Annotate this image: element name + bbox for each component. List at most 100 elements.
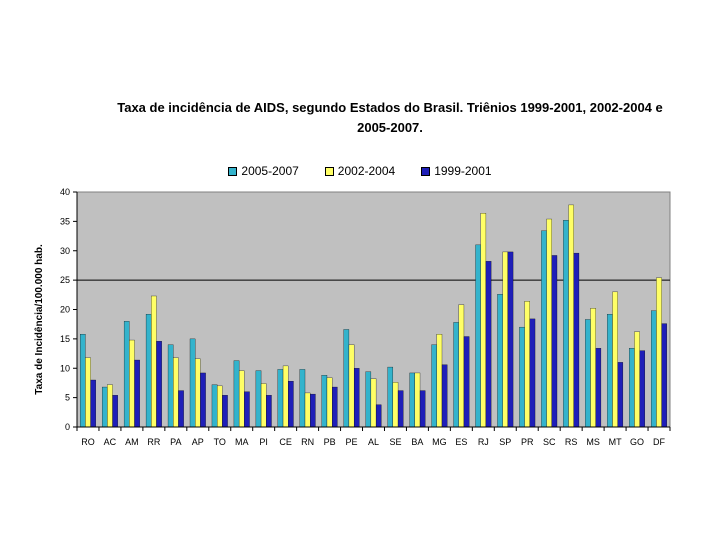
bar xyxy=(441,364,448,428)
bar xyxy=(458,304,465,428)
legend-label: 1999-2001 xyxy=(434,164,492,178)
x-tick-label: PA xyxy=(170,437,181,447)
bar xyxy=(661,323,667,428)
bar xyxy=(85,357,91,428)
x-tick-label: SP xyxy=(499,437,511,447)
y-tick-label: 15 xyxy=(60,334,70,344)
x-tick-label: PB xyxy=(324,437,336,447)
x-tick-label: PI xyxy=(259,437,268,447)
bar xyxy=(431,344,437,428)
y-axis-label: Taxa de Incidência/100.000 hab. xyxy=(34,244,45,395)
bar xyxy=(107,384,113,428)
bar xyxy=(101,386,108,428)
y-tick-label: 30 xyxy=(60,246,70,256)
bar xyxy=(277,369,284,428)
bar xyxy=(200,372,206,428)
bar xyxy=(80,334,86,428)
y-tick-label: 40 xyxy=(60,187,70,197)
bar xyxy=(129,339,135,428)
bar xyxy=(595,348,602,428)
bar xyxy=(573,252,580,428)
bar xyxy=(326,377,333,428)
bar xyxy=(304,392,311,428)
bar xyxy=(546,218,552,428)
bar xyxy=(634,331,640,428)
x-tick-label: MT xyxy=(609,437,622,447)
bar xyxy=(414,372,421,428)
bar xyxy=(260,383,267,428)
bar xyxy=(233,360,240,428)
bar xyxy=(348,344,355,428)
bar xyxy=(551,255,558,428)
legend-item-2005-2007: 2005-2007 xyxy=(228,164,299,178)
bar xyxy=(463,336,470,428)
x-tick-label: AL xyxy=(368,437,379,447)
bar xyxy=(255,370,262,428)
bar xyxy=(353,368,360,428)
bar xyxy=(419,390,426,428)
y-tick-label: 10 xyxy=(60,363,70,373)
bar xyxy=(507,251,514,428)
bar xyxy=(244,391,250,428)
legend-item-2002-2004: 2002-2004 xyxy=(324,164,396,178)
bar xyxy=(238,370,245,428)
bar xyxy=(178,390,184,428)
legend-label: 2002-2004 xyxy=(337,164,396,178)
bar xyxy=(123,321,130,428)
bar xyxy=(222,395,228,428)
x-tick-label: DF xyxy=(653,437,665,447)
bar xyxy=(365,371,372,428)
bar xyxy=(189,338,196,428)
x-tick-label: SC xyxy=(543,437,556,447)
x-tick-label: MG xyxy=(432,437,447,447)
y-tick-label: 35 xyxy=(60,216,70,226)
x-tick-label: RN xyxy=(301,437,314,447)
y-tick-label: 25 xyxy=(60,275,70,285)
x-tick-label: RS xyxy=(565,437,578,447)
bar xyxy=(112,395,118,428)
x-tick-label: PE xyxy=(346,437,358,447)
bar xyxy=(156,341,162,428)
x-tick-label: CE xyxy=(279,437,292,447)
bar xyxy=(409,372,415,428)
bar xyxy=(590,308,596,428)
chart-title-line-1: Taxa de incidência de AIDS, segundo Esta… xyxy=(117,100,663,115)
bar xyxy=(502,251,509,428)
x-tick-label: BA xyxy=(411,437,423,447)
bar xyxy=(375,404,382,428)
x-tick-label: AC xyxy=(104,437,117,447)
x-tick-label: PR xyxy=(521,437,534,447)
bar xyxy=(332,386,338,428)
x-tick-label: RJ xyxy=(478,437,489,447)
bar xyxy=(607,314,613,428)
bar xyxy=(167,344,174,428)
bar xyxy=(217,385,223,428)
bar xyxy=(651,310,657,428)
bar xyxy=(299,369,306,428)
bar xyxy=(568,204,574,428)
bar xyxy=(282,365,289,428)
bar xyxy=(541,230,547,428)
bar xyxy=(563,220,569,428)
x-tick-label: ES xyxy=(455,437,467,447)
bar xyxy=(90,379,96,428)
legend: 2005-2007 2002-2004 1999-2001 xyxy=(0,164,720,178)
x-tick-label: MS xyxy=(586,437,600,447)
bar xyxy=(656,277,662,428)
chart-title-line-2: 2005-2007. xyxy=(357,120,423,135)
bar xyxy=(321,375,328,428)
bar xyxy=(343,329,350,428)
x-tick-label: TO xyxy=(214,437,226,447)
bar xyxy=(497,294,503,428)
bar xyxy=(392,382,399,428)
bar xyxy=(195,358,201,428)
legend-label: 2005-2007 xyxy=(241,164,299,178)
x-tick-label: RR xyxy=(147,437,160,447)
bar xyxy=(288,381,294,428)
y-tick-label: 20 xyxy=(60,305,70,315)
bar xyxy=(529,318,536,428)
bar xyxy=(585,319,591,428)
bar xyxy=(370,378,377,428)
bar xyxy=(524,301,530,428)
legend-item-1999-2001: 1999-2001 xyxy=(421,164,492,178)
